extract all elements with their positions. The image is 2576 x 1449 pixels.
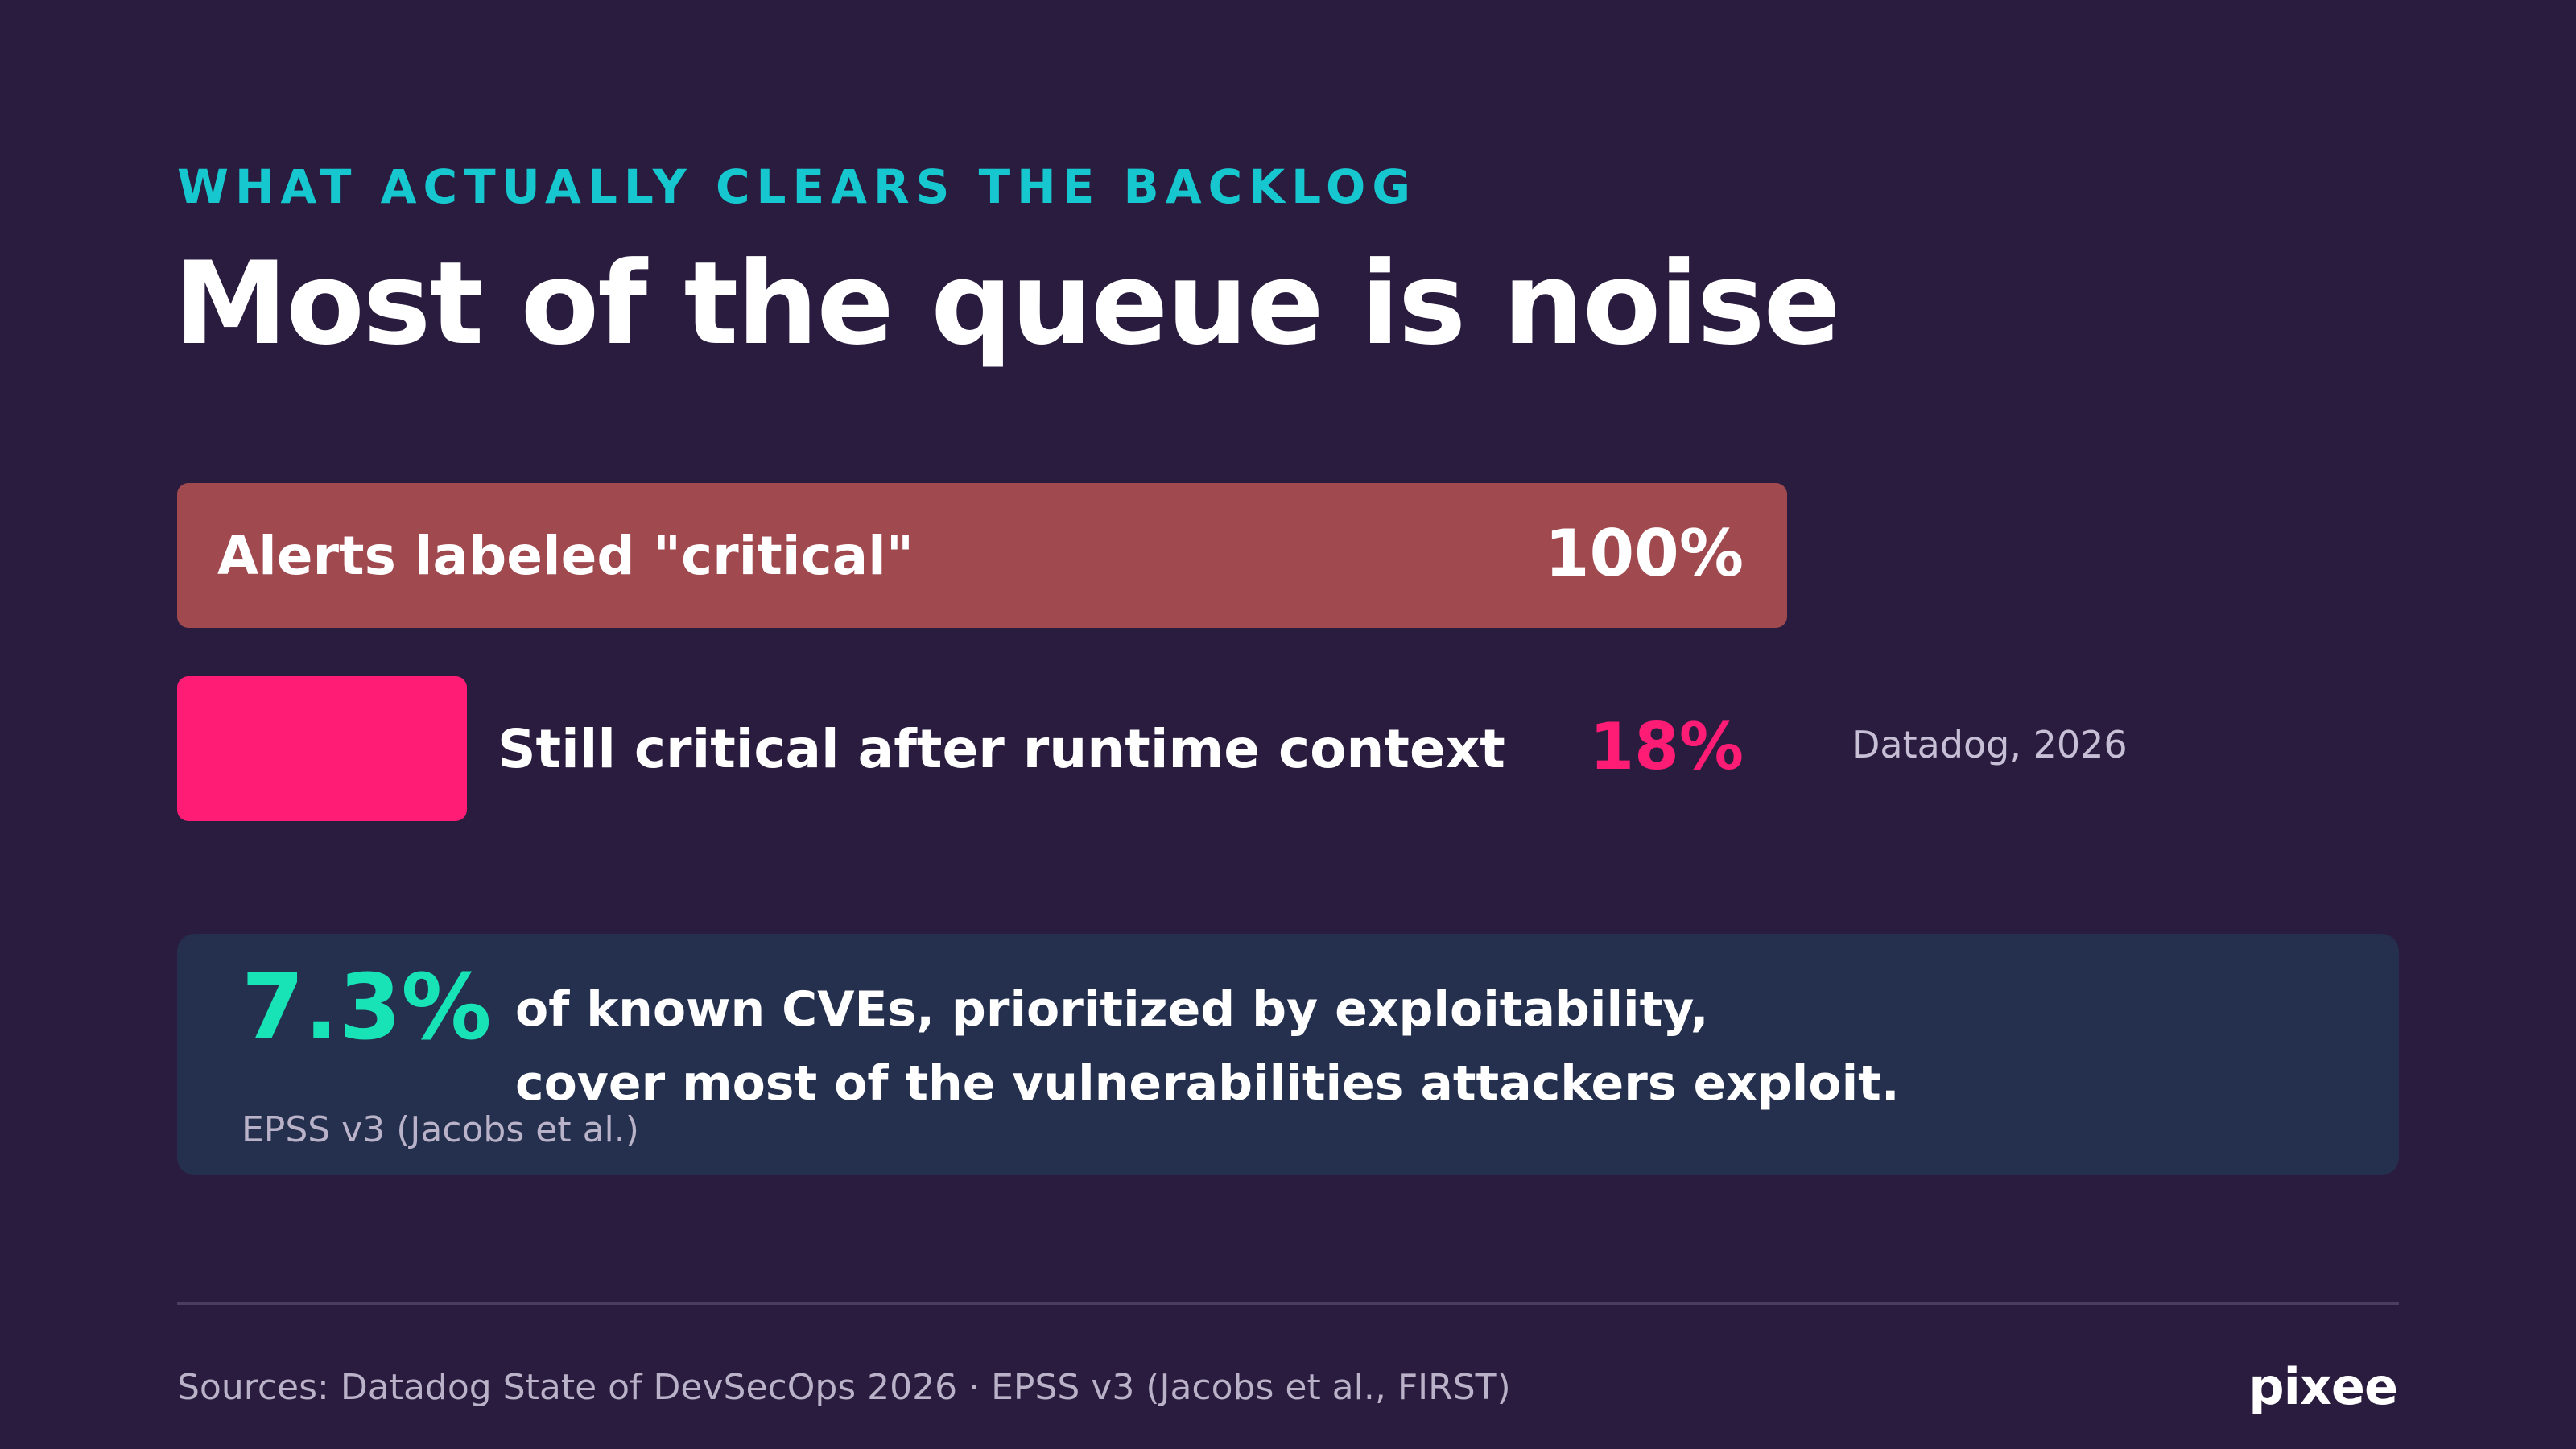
bar-value-still-critical: 18%: [1589, 709, 1744, 784]
callout-line-2: cover most of the vulnerabilities attack…: [515, 1055, 1900, 1112]
pixee-logo: pixee: [2248, 1357, 2398, 1416]
bar-label-still-critical: Still critical after runtime context: [497, 718, 1505, 780]
page-title: Most of the queue is noise: [174, 237, 1841, 370]
footer-sources: Sources: Datadog State of DevSecOps 2026…: [177, 1367, 1511, 1408]
eyebrow-label: WHAT ACTUALLY CLEARS THE BACKLOG: [177, 159, 1417, 214]
bar-still-critical: [177, 676, 467, 821]
bar-label-alerts-critical: Alerts labeled "critical": [217, 525, 914, 587]
bar-alerts-critical: [177, 483, 1787, 628]
callout-text: of known CVEs, prioritized by exploitabi…: [515, 972, 1900, 1121]
callout-line-1: of known CVEs, prioritized by exploitabi…: [515, 981, 1709, 1038]
bar-source-annotation: Datadog, 2026: [1852, 723, 2128, 766]
callout-source: EPSS v3 (Jacobs et al.): [242, 1109, 639, 1150]
epss-callout: 7.3% of known CVEs, prioritized by explo…: [177, 934, 2399, 1175]
footer-divider: [177, 1302, 2399, 1305]
callout-value: 7.3%: [242, 956, 492, 1060]
bar-value-alerts-critical: 100%: [1544, 516, 1744, 591]
